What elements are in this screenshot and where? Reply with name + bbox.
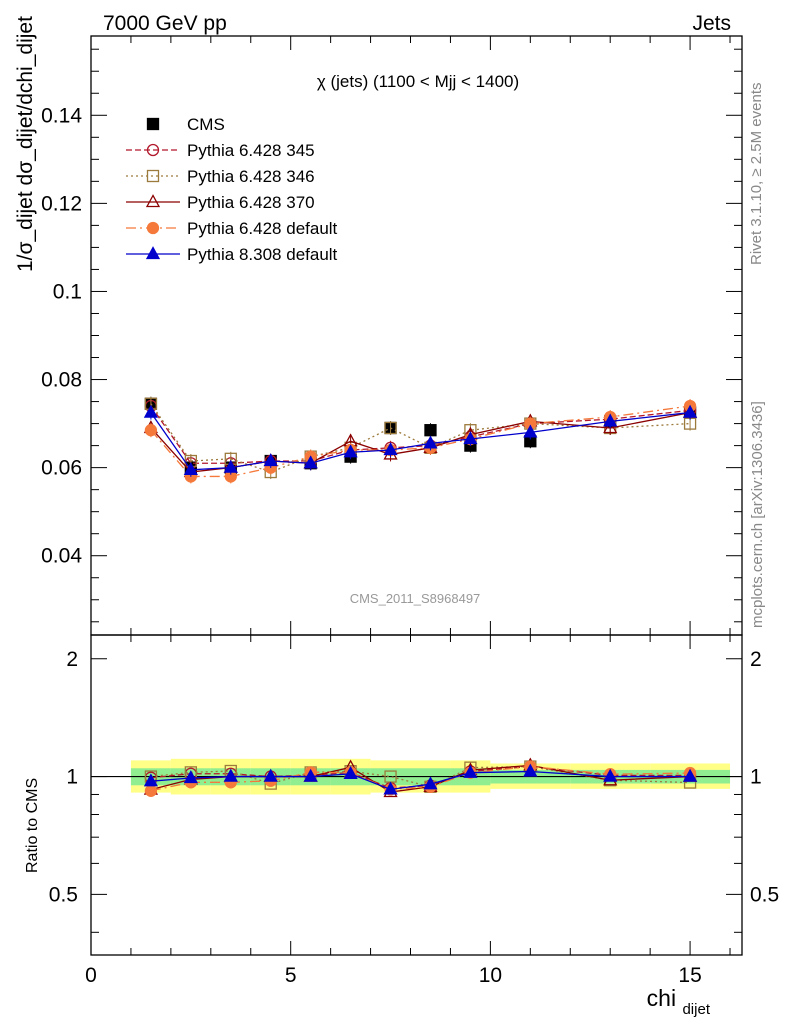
legend-label: Pythia 8.308 default: [187, 245, 338, 264]
ratio-y-tick-label-right: 0.5: [750, 883, 779, 906]
ratio-y-tick-label-right: 2: [750, 648, 762, 671]
ratio-point: [343, 766, 358, 780]
legend-item: Pythia 6.428 345: [126, 141, 315, 160]
header-right: Jets: [692, 12, 731, 35]
data-point: [383, 442, 398, 456]
legend-marker: [146, 117, 160, 131]
legend-marker: [146, 169, 160, 183]
data-point: [144, 424, 158, 437]
y-axis-title: 1/σ_dijet dσ_dijet/dchi_dijet: [14, 16, 37, 272]
legend-marker: [145, 194, 161, 208]
y-tick-label: 0.12: [41, 192, 82, 215]
y-tick-label: 0.08: [41, 369, 82, 392]
data-point: [603, 413, 618, 427]
ratio-frame: [90, 634, 743, 956]
ratio-point: [523, 763, 538, 777]
legend-label: Pythia 6.428 346: [187, 167, 315, 186]
data-point: [682, 404, 698, 418]
x-axis-title-sub: dijet: [682, 1001, 710, 1018]
ratio-point: [183, 770, 198, 784]
data-point: [603, 420, 618, 434]
ratio-point: [603, 768, 618, 782]
series-layer: [143, 396, 698, 798]
side-rivet-label: Rivet 3.1.10, ≥ 2.5M events: [748, 83, 765, 266]
ratio-point: [144, 784, 158, 797]
data-point: [183, 461, 198, 475]
legend-label: Pythia 6.428 345: [187, 141, 315, 160]
ratio-point: [423, 776, 438, 790]
y-tick-label: 0.04: [41, 545, 82, 568]
x-tick-label: 10: [479, 964, 502, 987]
legend-label: CMS: [187, 115, 225, 134]
legend-item: Pythia 6.428 370: [126, 193, 315, 212]
x-axis-title-main: chi: [647, 985, 676, 1011]
ratio-y-axis-title: Ratio to CMS: [24, 778, 41, 873]
x-axis-title: chi dijet: [647, 985, 711, 1018]
data-point: [143, 404, 159, 418]
x-tick-label: 15: [678, 964, 701, 987]
ratio-point: [383, 781, 398, 795]
data-point: [303, 455, 318, 469]
data-point: [523, 424, 538, 438]
data-point: [223, 459, 238, 473]
data-point: [263, 453, 278, 467]
chart-title: χ (jets) (1100 < Mjj < 1400): [317, 72, 519, 91]
ratio-point: [223, 768, 238, 782]
legend-label: Pythia 6.428 default: [187, 219, 338, 238]
ratio-y-tick-label: 1: [66, 766, 78, 789]
data-point: [343, 444, 358, 458]
y-axis-title-text: 1/σ_dijet dσ_dijet/dchi_dijet: [14, 16, 37, 272]
side-mcplots-label: mcplots.cern.ch [arXiv:1306.3436]: [749, 401, 766, 628]
ratio-y-tick-label: 0.5: [49, 883, 78, 906]
legend-item: Pythia 6.428 default: [126, 219, 338, 238]
ratio-y-tick-label: 2: [66, 648, 78, 671]
series-line-ratio: [150, 770, 691, 791]
data-point: [424, 424, 437, 437]
axes: 0 5 10 15 0.04 0.06 0.08 0.1 0.12 0.14 0.5 0.5 1 1 2 2: [41, 35, 779, 987]
legend-marker: [145, 246, 161, 260]
legend-item: CMS: [146, 115, 225, 134]
ratio-point: [463, 764, 478, 778]
y-axis-title-main: 1/σ_dijet dσ_dijet/dchi_dijet: [14, 16, 37, 272]
y-tick-label: 0.1: [53, 280, 82, 303]
ratio-y-tick-label-right: 1: [750, 766, 762, 789]
ratio-point: [303, 768, 318, 782]
legend-item: Pythia 8.308 default: [126, 245, 338, 264]
series-5: [143, 404, 698, 795]
series-0: [144, 396, 697, 475]
legend-marker: [146, 221, 160, 235]
data-point: [463, 431, 478, 445]
legend-item: Pythia 6.428 346: [126, 167, 315, 186]
legend-label: Pythia 6.428 370: [187, 193, 315, 212]
data-point: [384, 421, 397, 435]
ratio-point: [682, 768, 698, 782]
data-point: [423, 435, 438, 449]
ratio-point: [263, 768, 278, 782]
ratio-point: [143, 773, 159, 787]
legend: CMS Pythia 6.428 345 Pythia 6.428 346 Pythi…: [126, 115, 338, 264]
x-tick-label: 5: [285, 964, 297, 987]
series-line-main: [150, 411, 691, 471]
x-tick-label: 0: [85, 964, 97, 987]
y-tick-label: 0.14: [41, 104, 82, 127]
legend-marker: [146, 143, 160, 157]
analysis-id: CMS_2011_S8968497: [350, 591, 481, 606]
series-line-main: [150, 405, 691, 478]
header-left: 7000 GeV pp: [103, 12, 227, 35]
y-tick-label: 0.06: [41, 457, 82, 480]
